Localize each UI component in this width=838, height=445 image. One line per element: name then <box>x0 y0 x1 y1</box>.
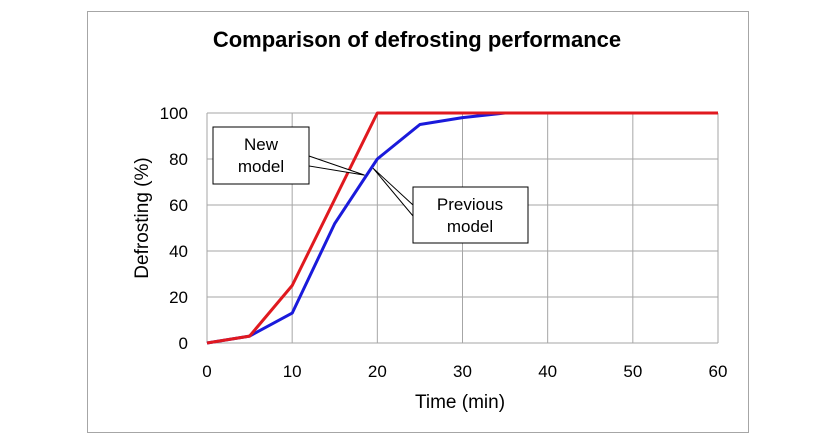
y-tick-label: 100 <box>160 104 188 123</box>
y-tick-label: 80 <box>169 150 188 169</box>
callout-new-model: New model <box>212 126 365 185</box>
callout-pointer <box>372 167 414 218</box>
x-tick-label: 10 <box>283 362 302 381</box>
callout-previous-model: Previous model <box>372 167 529 244</box>
x-tick-label: 60 <box>709 362 728 381</box>
callout-box <box>412 186 529 244</box>
y-tick-label: 40 <box>169 242 188 261</box>
callouts: New model Previous model <box>212 126 529 244</box>
x-tick-label: 20 <box>368 362 387 381</box>
callout-box <box>212 126 310 185</box>
y-tick-label: 20 <box>169 288 188 307</box>
y-tick-label: 0 <box>179 334 188 353</box>
tick-labels: 0 10 20 30 40 50 60 0 20 40 60 80 100 <box>160 104 728 381</box>
callout-text: model <box>238 157 284 176</box>
x-axis-label: Time (min) <box>415 392 505 413</box>
callout-text: Previous <box>437 195 503 214</box>
y-axis-label: Defrosting (%) <box>132 157 153 278</box>
x-tick-label: 50 <box>623 362 642 381</box>
x-tick-label: 0 <box>202 362 211 381</box>
chart-title: Comparison of defrosting performance <box>213 27 621 52</box>
callout-text: New <box>244 135 279 154</box>
x-tick-label: 30 <box>453 362 472 381</box>
callout-text: model <box>447 217 493 236</box>
y-tick-label: 60 <box>169 196 188 215</box>
series-layer <box>206 111 718 345</box>
series-line-new-model <box>206 111 718 345</box>
x-tick-label: 40 <box>538 362 557 381</box>
